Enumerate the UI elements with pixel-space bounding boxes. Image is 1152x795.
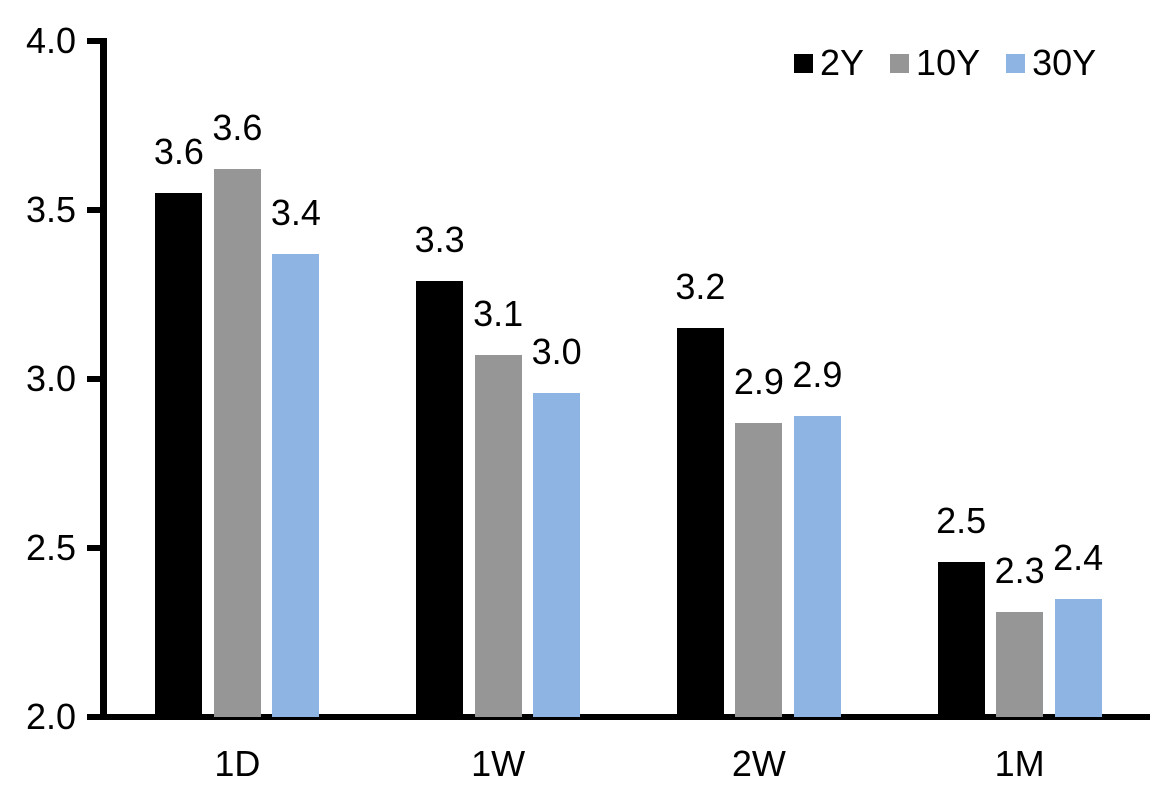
y-tick-mark	[87, 38, 100, 44]
bar-10y-1w	[474, 355, 522, 717]
data-label-30y-1d: 3.4	[270, 191, 321, 233]
bar-10y-2w	[735, 422, 783, 717]
data-label-2y-2w: 3.2	[675, 266, 726, 308]
bar-2y-1d	[155, 193, 203, 717]
data-label-2y-1w: 3.3	[414, 218, 465, 260]
x-axis-label-1m: 1M	[994, 743, 1045, 784]
chart-legend: 2Y 10Y 30Y	[794, 43, 1096, 83]
y-axis-line	[100, 38, 107, 720]
legend-swatch-icon	[794, 53, 813, 73]
y-tick-mark	[87, 714, 100, 720]
data-label-10y-2w: 2.9	[733, 360, 784, 402]
y-axis-tick-label: 3.5	[25, 189, 76, 230]
y-axis-tick-label: 2.0	[25, 696, 76, 737]
data-label-2y-1m: 2.5	[936, 499, 987, 541]
legend-swatch-icon	[1006, 53, 1026, 73]
bar-2y-1m	[937, 561, 985, 717]
bar-2y-1w	[416, 280, 464, 717]
bar-30y-1m	[1054, 598, 1102, 717]
y-axis-tick-label: 4.0	[25, 20, 76, 61]
x-axis-label-2w: 2W	[731, 743, 786, 784]
data-label-2y-1d: 3.6	[153, 131, 204, 173]
legend-item-30y: 30Y	[1006, 43, 1096, 83]
legend-label: 30Y	[1032, 42, 1097, 83]
bar-2y-2w	[676, 328, 724, 717]
x-axis-line	[100, 714, 1150, 720]
x-axis-label-1w: 1W	[471, 743, 526, 784]
data-label-10y-1m: 2.3	[994, 550, 1045, 592]
y-tick-mark	[87, 207, 100, 213]
data-label-10y-1d: 3.6	[212, 107, 263, 149]
bar-10y-1m	[996, 612, 1044, 717]
data-label-30y-1w: 3.0	[531, 330, 582, 372]
legend-item-2y: 2Y	[794, 43, 864, 83]
data-label-30y-2w: 2.9	[792, 354, 843, 396]
y-axis-tick-label: 2.5	[25, 527, 76, 568]
legend-item-10y: 10Y	[890, 43, 980, 83]
y-tick-mark	[87, 545, 100, 551]
y-axis-tick-label: 3.0	[25, 358, 76, 399]
legend-label: 10Y	[916, 42, 981, 83]
y-tick-mark	[87, 376, 100, 382]
data-label-30y-1m: 2.4	[1053, 536, 1104, 578]
bar-10y-1d	[213, 169, 261, 717]
legend-label: 2Y	[820, 42, 865, 83]
bar-30y-1d	[272, 253, 320, 717]
bar-30y-2w	[793, 416, 841, 717]
bar-30y-1w	[533, 392, 581, 717]
x-axis-label-1d: 1D	[214, 743, 261, 784]
legend-swatch-icon	[890, 53, 910, 73]
data-label-10y-1w: 3.1	[473, 293, 524, 335]
